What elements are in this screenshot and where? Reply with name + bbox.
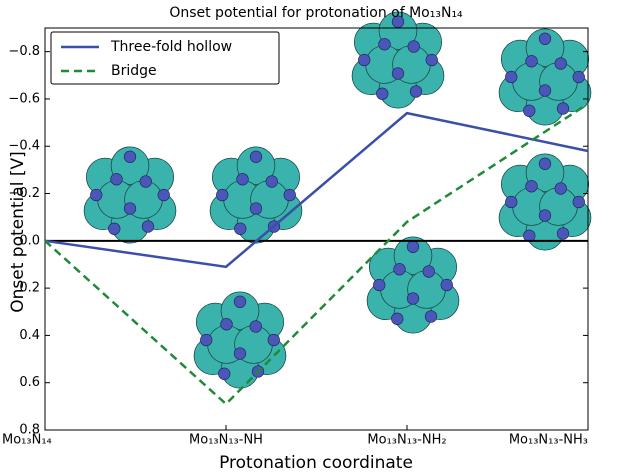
y-tick-label: −0.2 (8, 186, 40, 201)
chart: Onset potential for protonation of Mo₁₃N… (0, 0, 633, 473)
legend-label: Bridge (111, 63, 157, 79)
atom-n (573, 71, 585, 83)
legend-label: Three-fold hollow (110, 39, 232, 55)
x-tick-label: Mo₁₃N₁₃-NH (189, 433, 263, 448)
atom-n (423, 266, 435, 278)
atom-n (124, 151, 136, 163)
atom-n (218, 368, 230, 380)
atom-n (250, 203, 262, 215)
atom-n (376, 88, 388, 100)
y-tick-label: −0.8 (8, 44, 40, 59)
atom-n (407, 241, 419, 253)
atom-n (234, 296, 246, 308)
x-tick-label: Mo₁₃N₁₃-NH₂ (367, 433, 446, 448)
atom-n (234, 223, 246, 235)
atom-n (140, 176, 152, 188)
atom-n (268, 334, 280, 346)
atom-n (410, 86, 422, 98)
atom-n (557, 103, 569, 115)
y-tick-label: 0.6 (19, 375, 40, 390)
atom-n (425, 311, 437, 323)
atom-n (573, 196, 585, 208)
atom-n (111, 173, 123, 185)
x-tick-label: Mo₁₃N₁₄ (2, 433, 52, 448)
x-axis-label: Protonation coordinate (219, 453, 413, 473)
y-tick-label: −0.6 (8, 91, 40, 106)
atom-n (408, 41, 420, 53)
y-tick-label: 0.4 (19, 328, 40, 343)
atom-n (407, 293, 419, 305)
chart-title: Onset potential for protonation of Mo₁₃N… (169, 5, 463, 21)
atom-n (250, 151, 262, 163)
atom-n (373, 279, 385, 291)
atom-n (539, 158, 551, 170)
atom-n (90, 189, 102, 201)
atom-n (426, 54, 438, 66)
atom-n (221, 318, 233, 330)
atom-n (234, 348, 246, 360)
atom-n (108, 223, 120, 235)
y-tick-label: −0.4 (8, 139, 40, 154)
atom-n (142, 221, 154, 233)
atom-n (391, 313, 403, 325)
atom-n (284, 189, 296, 201)
y-tick-label: 0.2 (19, 281, 40, 296)
x-tick-label: Mo₁₃N₁₃-NH₃ (509, 433, 588, 448)
atom-n (124, 203, 136, 215)
atom-n (200, 334, 212, 346)
atom-n (237, 173, 249, 185)
atom-n (539, 85, 551, 97)
atom-n (539, 33, 551, 45)
atom-n (392, 68, 404, 80)
atom-n (523, 105, 535, 117)
atom-n (505, 196, 517, 208)
atom-n (555, 183, 567, 195)
atom-n (555, 58, 567, 70)
atom-n (539, 210, 551, 222)
atom-n (526, 180, 538, 192)
atom-n (158, 189, 170, 201)
atom-n (266, 176, 278, 188)
atom-n (379, 38, 391, 50)
atom-n (358, 54, 370, 66)
atom-n (216, 189, 228, 201)
atom-n (505, 71, 517, 83)
y-tick-label: 0.0 (19, 233, 40, 248)
atom-n (441, 279, 453, 291)
atom-n (250, 321, 262, 333)
atom-n (526, 55, 538, 67)
atom-n (394, 263, 406, 275)
atom-n (557, 228, 569, 240)
